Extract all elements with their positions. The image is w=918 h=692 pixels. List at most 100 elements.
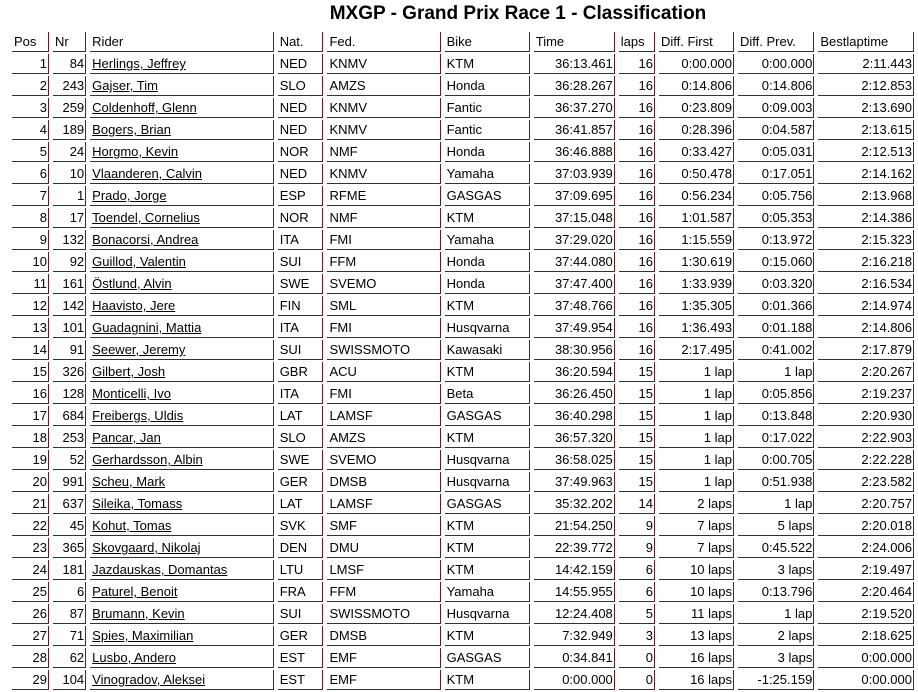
cell-bestlaptime: 2:22.903 — [818, 428, 914, 448]
cell-nr: 253 — [52, 428, 87, 448]
table-row: 22 45 Kohut, Tomas SVK SMF KTM 21:54.250 9 7 lap… — [12, 516, 914, 536]
rider-link[interactable]: Gilbert, Josh — [92, 364, 166, 379]
cell-nat: LAT — [277, 494, 324, 514]
rider-link[interactable]: Vinogradov, Aleksei — [92, 672, 206, 687]
cell-diff-first: 1 lap — [658, 362, 734, 382]
cell-bike: Beta — [444, 384, 530, 404]
rider-link[interactable]: Bonacorsi, Andrea — [92, 232, 199, 247]
cell-bestlaptime: 2:20.267 — [818, 362, 914, 382]
cell-nr: 991 — [52, 472, 87, 492]
cell-laps: 14 — [618, 494, 655, 514]
cell-time: 36:58.025 — [533, 450, 615, 470]
cell-time: 36:26.450 — [533, 384, 615, 404]
rider-link[interactable]: Horgmo, Kevin — [92, 144, 179, 159]
cell-rider: Monticelli, Ivo — [90, 384, 274, 404]
table-row: 2 243 Gajser, Tim SLO AMZS Honda 36:28.267 16 0:… — [12, 76, 914, 96]
cell-rider: Jazdauskas, Domantas — [90, 560, 274, 580]
rider-link[interactable]: Vlaanderen, Calvin — [92, 166, 203, 181]
cell-pos: 21 — [12, 494, 49, 514]
cell-pos: 1 — [12, 54, 49, 74]
cell-laps: 16 — [618, 142, 655, 162]
cell-bestlaptime: 2:22.228 — [818, 450, 914, 470]
cell-fed: AMZS — [327, 76, 441, 96]
rider-link[interactable]: Lusbo, Andero — [92, 650, 177, 665]
cell-pos: 8 — [12, 208, 49, 228]
rider-link[interactable]: Jazdauskas, Domantas — [92, 562, 228, 577]
cell-fed: NMF — [327, 142, 441, 162]
rider-link[interactable]: Prado, Jorge — [92, 188, 167, 203]
rider-link[interactable]: Östlund, Alvin — [92, 276, 172, 291]
cell-diff-prev: 0:01.188 — [738, 318, 815, 338]
rider-link[interactable]: Seewer, Jeremy — [92, 342, 186, 357]
cell-fed: LAMSF — [327, 406, 441, 426]
rider-link[interactable]: Gerhardsson, Albin — [92, 452, 203, 467]
cell-rider: Guillod, Valentin — [90, 252, 274, 272]
rider-link[interactable]: Kohut, Tomas — [92, 518, 172, 533]
cell-rider: Brumann, Kevin — [90, 604, 274, 624]
rider-link[interactable]: Skovgaard, Nikolaj — [92, 540, 201, 555]
rider-link[interactable]: Freibergs, Uldis — [92, 408, 184, 423]
cell-bike: KTM — [444, 670, 530, 690]
rider-link[interactable]: Coldenhoff, Glenn — [92, 100, 197, 115]
cell-diff-prev: 0:13.972 — [738, 230, 815, 250]
cell-diff-first: 0:56.234 — [658, 186, 734, 206]
cell-diff-prev: 0:13.796 — [738, 582, 815, 602]
cell-bike: Honda — [444, 252, 530, 272]
cell-diff-first: 1:15.559 — [658, 230, 734, 250]
rider-link[interactable]: Guadagnini, Mattia — [92, 320, 202, 335]
cell-nat: LAT — [277, 406, 324, 426]
cell-bestlaptime: 2:20.464 — [818, 582, 914, 602]
cell-diff-prev: 0:13.848 — [738, 406, 815, 426]
rider-link[interactable]: Bogers, Brian — [92, 122, 171, 137]
cell-rider: Kohut, Tomas — [90, 516, 274, 536]
cell-rider: Gajser, Tim — [90, 76, 274, 96]
cell-diff-first: 1 lap — [658, 428, 734, 448]
cell-bike: Fantic — [444, 98, 530, 118]
rider-link[interactable]: Toendel, Cornelius — [92, 210, 200, 225]
cell-time: 14:55.955 — [533, 582, 615, 602]
cell-time: 36:40.298 — [533, 406, 615, 426]
cell-diff-first: 2:17.495 — [658, 340, 734, 360]
cell-pos: 28 — [12, 648, 49, 668]
cell-diff-prev: 2 laps — [738, 626, 815, 646]
cell-bestlaptime: 2:15.323 — [818, 230, 914, 250]
cell-bestlaptime: 2:13.615 — [818, 120, 914, 140]
table-row: 29 104 Vinogradov, Aleksei EST EMF KTM 0:00.00… — [12, 670, 914, 690]
rider-link[interactable]: Gajser, Tim — [92, 78, 158, 93]
cell-pos: 13 — [12, 318, 49, 338]
cell-nr: 684 — [52, 406, 87, 426]
cell-bestlaptime: 2:20.930 — [818, 406, 914, 426]
cell-diff-first: 7 laps — [658, 516, 734, 536]
cell-bike: KTM — [444, 428, 530, 448]
column-header-nr: Nr — [52, 32, 87, 52]
cell-fed: FMI — [327, 230, 441, 250]
cell-fed: FMI — [327, 318, 441, 338]
rider-link[interactable]: Pancar, Jan — [92, 430, 161, 445]
cell-fed: SWISSMOTO — [327, 340, 441, 360]
rider-link[interactable]: Sileika, Tomass — [92, 496, 183, 511]
cell-rider: Gerhardsson, Albin — [90, 450, 274, 470]
rider-link[interactable]: Paturel, Benoit — [92, 584, 178, 599]
rider-link[interactable]: Haavisto, Jere — [92, 298, 176, 313]
rider-link[interactable]: Monticelli, Ivo — [92, 386, 171, 401]
rider-link[interactable]: Scheu, Mark — [92, 474, 166, 489]
rider-link[interactable]: Herlings, Jeffrey — [92, 56, 186, 71]
cell-rider: Paturel, Benoit — [90, 582, 274, 602]
cell-laps: 6 — [618, 582, 655, 602]
cell-diff-prev: 5 laps — [738, 516, 815, 536]
rider-link[interactable]: Brumann, Kevin — [92, 606, 185, 621]
cell-diff-first: 2 laps — [658, 494, 734, 514]
cell-laps: 16 — [618, 340, 655, 360]
rider-link[interactable]: Guillod, Valentin — [92, 254, 186, 269]
column-header-diff-prev: Diff. Prev. — [738, 32, 815, 52]
cell-diff-first: 16 laps — [658, 670, 734, 690]
cell-pos: 16 — [12, 384, 49, 404]
cell-fed: SMF — [327, 516, 441, 536]
cell-nat: NOR — [277, 208, 324, 228]
rider-link[interactable]: Spies, Maximilian — [92, 628, 194, 643]
cell-time: 36:46.888 — [533, 142, 615, 162]
cell-diff-first: 7 laps — [658, 538, 734, 558]
cell-nat: EST — [277, 648, 324, 668]
cell-diff-first: 1:30.619 — [658, 252, 734, 272]
cell-pos: 27 — [12, 626, 49, 646]
